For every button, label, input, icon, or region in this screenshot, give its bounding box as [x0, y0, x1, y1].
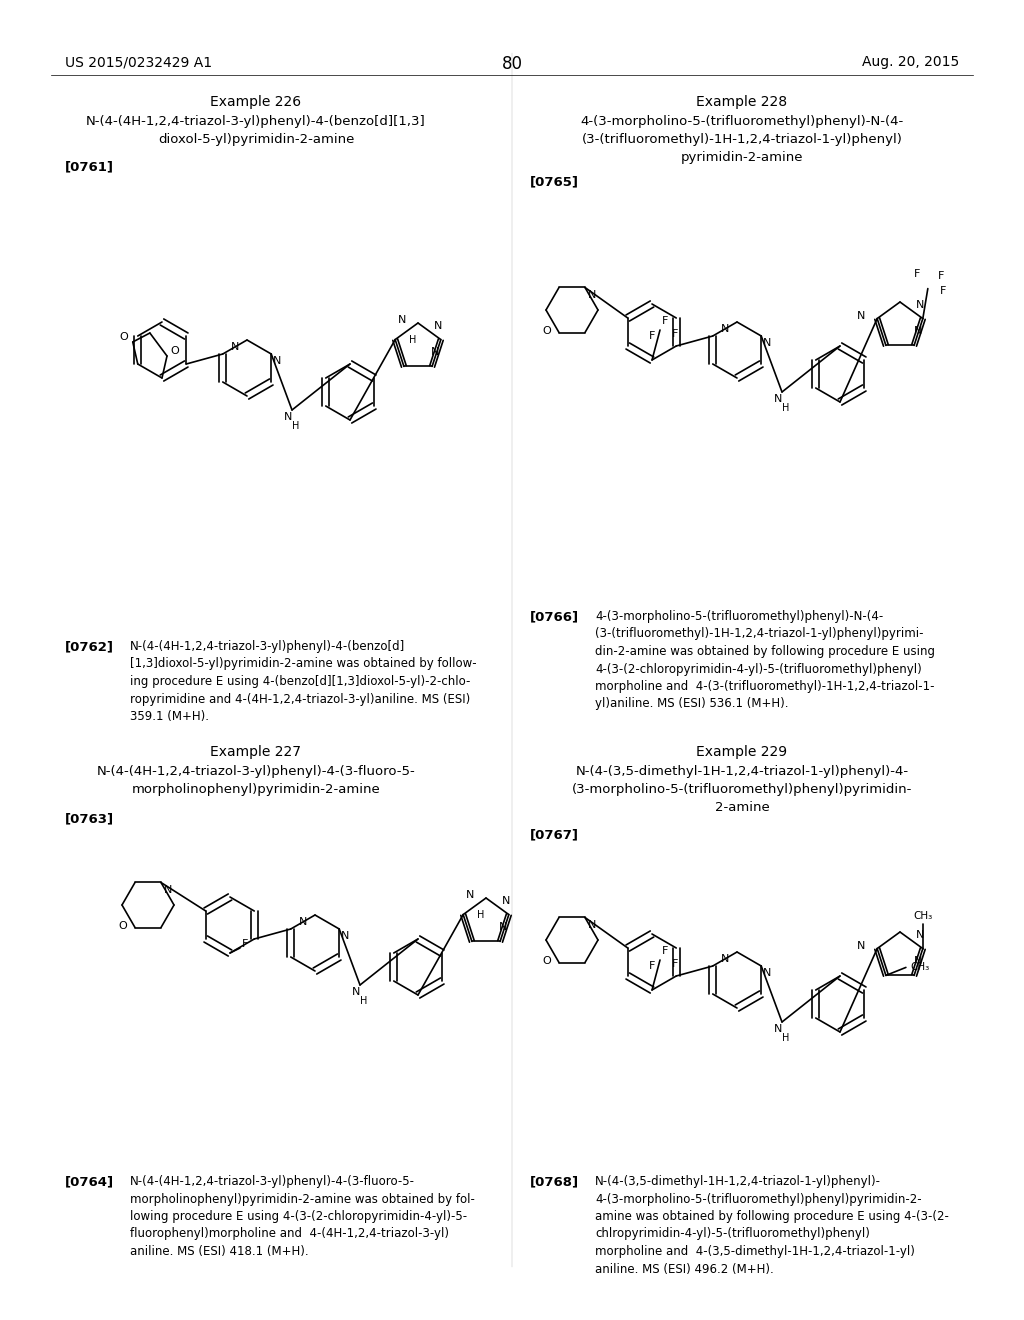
Text: N: N	[499, 923, 507, 932]
Text: N: N	[164, 886, 172, 895]
Text: [0764]: [0764]	[65, 1175, 114, 1188]
Text: 4-(3-morpholino-5-(trifluoromethyl)phenyl)-N-(4-
(3-(trifluoromethyl)-1H-1,2,4-t: 4-(3-morpholino-5-(trifluoromethyl)pheny…	[581, 115, 903, 164]
Text: N: N	[397, 315, 407, 325]
Text: [0765]: [0765]	[530, 176, 579, 187]
Text: N: N	[352, 987, 360, 997]
Text: O: O	[118, 920, 127, 931]
Text: 4-(3-morpholino-5-(trifluoromethyl)phenyl)-N-(4-
(3-(trifluoromethyl)-1H-1,2,4-t: 4-(3-morpholino-5-(trifluoromethyl)pheny…	[595, 610, 935, 710]
Text: N-(4-(3,5-dimethyl-1H-1,2,4-triazol-1-yl)phenyl)-4-
(3-morpholino-5-(trifluorome: N-(4-(3,5-dimethyl-1H-1,2,4-triazol-1-yl…	[571, 766, 912, 814]
Text: N-(4-(3,5-dimethyl-1H-1,2,4-triazol-1-yl)phenyl)-
4-(3-morpholino-5-(trifluorome: N-(4-(3,5-dimethyl-1H-1,2,4-triazol-1-yl…	[595, 1175, 949, 1275]
Text: N: N	[857, 941, 865, 950]
Text: F: F	[672, 329, 678, 339]
Text: N: N	[774, 393, 782, 404]
Text: N: N	[433, 321, 442, 330]
Text: F: F	[648, 961, 655, 972]
Text: US 2015/0232429 A1: US 2015/0232429 A1	[65, 55, 212, 69]
Text: [0766]: [0766]	[530, 610, 580, 623]
Text: N: N	[763, 968, 772, 978]
Text: [0763]: [0763]	[65, 812, 114, 825]
Text: N: N	[230, 342, 240, 352]
Text: Example 226: Example 226	[211, 95, 301, 110]
Text: N: N	[341, 931, 349, 941]
Text: O: O	[170, 346, 179, 356]
Text: N-(4-(4H-1,2,4-triazol-3-yl)phenyl)-4-(3-fluoro-5-
morpholinophenyl)pyrimidin-2-: N-(4-(4H-1,2,4-triazol-3-yl)phenyl)-4-(3…	[96, 766, 416, 796]
Text: H: H	[410, 335, 417, 345]
Text: F: F	[648, 331, 655, 341]
Text: N: N	[774, 1024, 782, 1034]
Text: H: H	[782, 1034, 790, 1043]
Text: N-(4-(4H-1,2,4-triazol-3-yl)phenyl)-4-(benzo[d]
[1,3]dioxol-5-yl)pyrimidin-2-ami: N-(4-(4H-1,2,4-triazol-3-yl)phenyl)-4-(b…	[130, 640, 476, 723]
Text: N: N	[913, 957, 923, 966]
Text: N: N	[915, 929, 924, 940]
Text: N: N	[284, 412, 292, 422]
Text: N: N	[913, 326, 923, 337]
Text: N: N	[721, 954, 729, 964]
Text: H: H	[292, 421, 300, 432]
Text: CH₃: CH₃	[910, 962, 929, 973]
Text: Example 229: Example 229	[696, 744, 787, 759]
Text: Example 228: Example 228	[696, 95, 787, 110]
Text: [0761]: [0761]	[65, 160, 114, 173]
Text: 80: 80	[502, 55, 522, 73]
Text: N: N	[466, 890, 474, 900]
Text: N: N	[588, 290, 596, 301]
Text: H: H	[477, 909, 484, 920]
Text: F: F	[672, 960, 678, 969]
Text: CH₃: CH₃	[913, 911, 933, 920]
Text: F: F	[662, 946, 669, 956]
Text: Example 227: Example 227	[211, 744, 301, 759]
Text: N-(4-(4H-1,2,4-triazol-3-yl)phenyl)-4-(3-fluoro-5-
morpholinophenyl)pyrimidin-2-: N-(4-(4H-1,2,4-triazol-3-yl)phenyl)-4-(3…	[130, 1175, 475, 1258]
Text: N: N	[431, 347, 439, 358]
Text: N: N	[857, 310, 865, 321]
Text: [0767]: [0767]	[530, 828, 579, 841]
Text: F: F	[913, 268, 920, 279]
Text: N: N	[273, 356, 282, 366]
Text: N: N	[299, 917, 307, 927]
Text: H: H	[782, 403, 790, 413]
Text: N: N	[588, 920, 596, 931]
Text: F: F	[662, 315, 669, 326]
Text: N: N	[502, 895, 510, 906]
Text: F: F	[940, 285, 946, 296]
Text: F: F	[938, 271, 944, 281]
Text: N: N	[721, 323, 729, 334]
Text: Aug. 20, 2015: Aug. 20, 2015	[862, 55, 959, 69]
Text: N: N	[763, 338, 772, 348]
Text: O: O	[120, 333, 128, 342]
Text: H: H	[360, 997, 368, 1006]
Text: N: N	[915, 300, 924, 310]
Text: N-(4-(4H-1,2,4-triazol-3-yl)phenyl)-4-(benzo[d][1,3]
dioxol-5-yl)pyrimidin-2-ami: N-(4-(4H-1,2,4-triazol-3-yl)phenyl)-4-(b…	[86, 115, 426, 147]
Text: O: O	[543, 956, 551, 965]
Text: [0768]: [0768]	[530, 1175, 580, 1188]
Text: [0762]: [0762]	[65, 640, 114, 653]
Text: F: F	[242, 939, 249, 949]
Text: O: O	[543, 326, 551, 335]
